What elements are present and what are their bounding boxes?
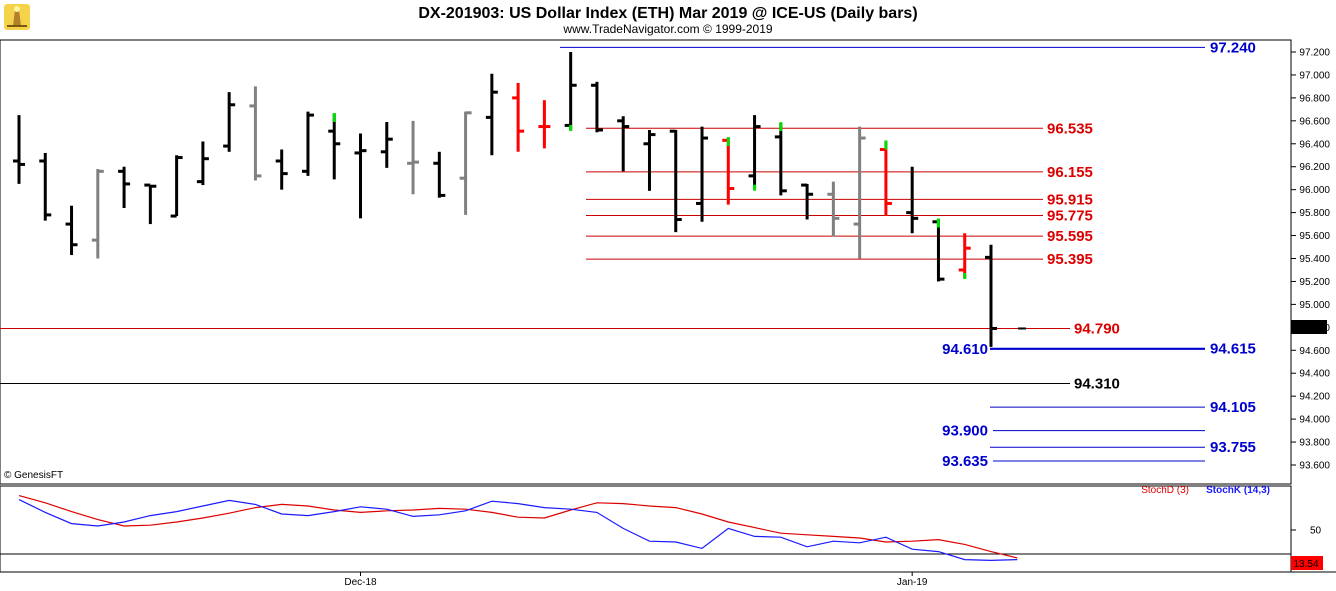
level-label: 96.155	[1047, 164, 1093, 181]
level-label: 94.105	[1210, 399, 1256, 416]
ohlc-bar	[827, 181, 840, 237]
level-label: 94.610	[942, 341, 988, 358]
level-label: 94.615	[1210, 341, 1256, 358]
price-tick-label: 93.800	[1299, 438, 1330, 449]
level-label: 95.915	[1047, 191, 1093, 208]
ohlc-bar	[354, 133, 367, 219]
price-tick-label: 93.600	[1299, 461, 1330, 472]
ohlc-bar	[433, 151, 446, 198]
ohlc-bar	[906, 166, 919, 234]
ohlc-bar	[564, 52, 577, 132]
price-tick-label: 97.200	[1299, 48, 1330, 59]
ohlc-bar	[223, 92, 236, 152]
level-label: 93.900	[942, 423, 988, 440]
level-label: 95.595	[1047, 228, 1093, 245]
price-tick-label: 96.000	[1299, 185, 1330, 196]
ohlc-bar	[65, 205, 78, 256]
ohlc-bar	[512, 82, 525, 152]
stoch-layer: 50 StochD (3) StochK (14,3)	[0, 485, 1322, 562]
ohlc-bar	[801, 183, 814, 220]
bars-layer	[13, 52, 1026, 347]
price-tick-label: 96.800	[1299, 93, 1330, 104]
stoch-last-badge: 13.54	[1291, 556, 1323, 570]
ohlc-bar	[170, 155, 183, 218]
price-tick-label: 95.000	[1299, 300, 1330, 311]
ohlc-bar	[196, 141, 209, 186]
level-label: 95.775	[1047, 207, 1093, 224]
price-tick-label: 96.200	[1299, 162, 1330, 173]
ohlc-bar	[459, 111, 472, 215]
ohlc-bar	[144, 183, 157, 225]
stoch-last-text: 13.54	[1293, 559, 1318, 570]
ohlc-bar	[39, 152, 52, 221]
chart-subtitle: www.TradeNavigator.com © 1999-2019	[562, 22, 772, 36]
price-tick-label: 94.600	[1299, 346, 1330, 357]
ohlc-bar	[853, 126, 866, 259]
ohlc-bar	[328, 112, 341, 180]
price-tick-label: 94.400	[1299, 369, 1330, 380]
level-label: 93.635	[942, 453, 988, 470]
level-label: 96.535	[1047, 120, 1093, 137]
stoch-series-line	[18, 499, 1018, 562]
legend-stochd: StochD (3)	[1141, 485, 1189, 496]
ohlc-bar	[91, 169, 104, 259]
price-tick-label: 95.200	[1299, 277, 1330, 288]
ohlc-bar	[275, 149, 288, 190]
ohlc-bar	[669, 129, 682, 233]
ohlc-bar	[538, 100, 551, 149]
level-label: 95.395	[1047, 251, 1093, 268]
price-panel-frame	[0, 39, 1292, 485]
ohlc-bar	[118, 166, 131, 209]
stoch-series-line	[18, 495, 1018, 559]
x-tick-label: Jan-19	[897, 577, 928, 588]
ohlc-bar	[13, 115, 25, 184]
last-price-badge: 94.790	[1291, 320, 1327, 334]
ohlc-bar	[590, 81, 603, 133]
price-tick-label: 95.800	[1299, 208, 1330, 219]
ohlc-bar	[696, 126, 709, 222]
x-tick-label: Dec-18	[344, 577, 377, 588]
ohlc-bar	[984, 244, 997, 347]
ohlc-bar	[617, 116, 630, 172]
level-label: 97.240	[1210, 39, 1256, 56]
ohlc-bar	[879, 140, 892, 217]
chart-title: DX-201903: US Dollar Index (ETH) Mar 201…	[418, 5, 917, 22]
price-axis: 97.200 97.000 96.800 96.600 96.400 96.200 96.0…	[1291, 48, 1330, 472]
ohlc-bar	[958, 233, 971, 280]
ohlc-bar	[932, 218, 945, 282]
level-label: 94.790	[1074, 320, 1120, 337]
stoch-panel-frame	[0, 485, 1292, 573]
lighthouse-logo-icon	[4, 4, 30, 30]
ohlc-bar	[301, 111, 314, 176]
level-label: 93.755	[1210, 439, 1256, 456]
level-label: 94.310	[1074, 376, 1120, 393]
ohlc-bar	[748, 115, 761, 191]
ohlc-bar	[485, 73, 498, 156]
price-tick-label: 97.000	[1299, 70, 1330, 81]
price-tick-label: 94.200	[1299, 392, 1330, 403]
ohlc-bar	[249, 86, 262, 181]
price-tick-label: 94.000	[1299, 415, 1330, 426]
copyright-label: © GenesisFT	[4, 470, 63, 481]
price-tick-label: 96.400	[1299, 139, 1330, 150]
price-tick-label: 96.600	[1299, 116, 1330, 127]
ohlc-bar	[643, 130, 656, 191]
ohlc-bar	[774, 122, 787, 196]
stoch-tick-label: 50	[1310, 526, 1322, 537]
legend-stochk: StochK (14,3)	[1206, 485, 1270, 496]
price-tick-label: 95.600	[1299, 231, 1330, 242]
ohlc-bar	[407, 120, 420, 195]
ohlc-bar	[380, 121, 393, 168]
ohlc-bar	[722, 137, 735, 205]
price-tick-label: 95.400	[1299, 254, 1330, 265]
x-axis-labels: Dec-18 Jan-19	[344, 572, 928, 588]
last-price-text: 94.790	[1294, 323, 1325, 334]
